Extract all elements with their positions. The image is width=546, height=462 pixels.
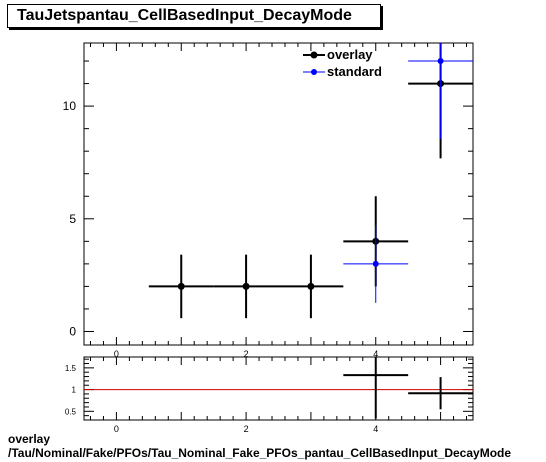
main-frame: [83, 42, 474, 346]
ratio-x-tick-label: 4: [373, 424, 378, 434]
main-x-tick-label: 2: [244, 349, 249, 359]
legend-standard-marker: [311, 69, 317, 75]
ratio-y-tick-label: 1: [72, 386, 77, 395]
main-y-tick-label: 10: [63, 99, 77, 113]
main-y-tick-label: 0: [69, 324, 76, 338]
legend-overlay-marker: [310, 51, 318, 59]
caption-line-2: /Tau/Nominal/Fake/PFOs/Tau_Nominal_Fake_…: [8, 446, 512, 460]
main-overlay-point: [307, 282, 315, 290]
main-y-tick-label: 5: [69, 212, 76, 226]
ratio-y-tick-label: 1.5: [65, 364, 77, 373]
main-standard-point: [437, 58, 444, 65]
ratio-y-tick-label: 0.5: [65, 407, 77, 416]
legend-standard-label: standard: [327, 64, 382, 79]
main-x-tick-label: 0: [114, 349, 119, 359]
main-standard-point: [372, 260, 379, 267]
chart-title: TauJetspantau_CellBasedInput_DecayMode: [17, 7, 352, 24]
ratio-frame: [83, 356, 474, 421]
main-overlay-point: [177, 282, 185, 290]
legend-overlay-label: overlay: [327, 47, 373, 62]
ratio-x-tick-label: 0: [114, 424, 119, 434]
main-overlay-point: [242, 282, 250, 290]
main-x-tick-label: 4: [373, 349, 378, 359]
ratio-plot: 0 2 4 0.5 1 1.5: [65, 356, 474, 434]
title-box: TauJetspantau_CellBasedInput_DecayMode: [7, 4, 381, 28]
caption-line-1: overlay: [8, 432, 51, 446]
ratio-x-tick-label: 2: [244, 424, 249, 434]
main-plot: 0 2 4 0 5 10: [63, 42, 474, 359]
legend: overlay standard: [303, 47, 382, 79]
